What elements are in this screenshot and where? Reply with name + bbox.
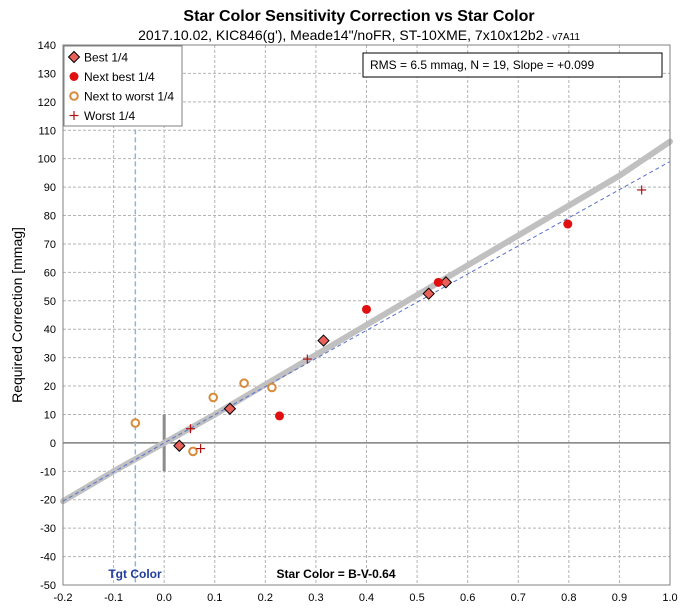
y-tick-label: 10 xyxy=(44,409,56,421)
stats-text: RMS = 6.5 mmag, N = 19, Slope = +0.099 xyxy=(370,58,594,72)
x-tick-label: 0.1 xyxy=(207,592,222,604)
legend-label-2: Next best 1/4 xyxy=(84,70,155,84)
data-point-series-2 xyxy=(362,304,371,314)
y-tick-label: 60 xyxy=(44,267,56,279)
data-point-series-1 xyxy=(223,402,237,415)
data-point-series-4 xyxy=(185,424,195,434)
y-tick-label: 70 xyxy=(44,239,56,251)
y-tick-label: 120 xyxy=(38,97,56,109)
chart-title: Star Color Sensitivity Correction vs Sta… xyxy=(183,8,534,25)
data-point-series-2 xyxy=(433,277,443,287)
subtitle-text: 2017.10.02, KIC846(g'), Meade14"/noFR, S… xyxy=(138,27,544,43)
x-tick-label: -0.1 xyxy=(104,592,123,604)
data-points xyxy=(130,185,647,457)
data-point-series-1 xyxy=(173,439,186,452)
version-tag: - v7A11 xyxy=(543,32,580,43)
data-point-series-4 xyxy=(637,185,647,195)
x-tick-label: -0.2 xyxy=(54,592,73,604)
legend-marker-4 xyxy=(69,111,79,120)
x-axis-caption: Star Color = B-V-0.64 xyxy=(276,567,395,581)
x-tick-label: 0.0 xyxy=(157,592,172,604)
y-tick-label: 110 xyxy=(38,125,56,137)
data-point-series-3 xyxy=(208,392,219,403)
y-axis-label: Required Correction [mmag] xyxy=(9,227,25,403)
y-tick-label: -10 xyxy=(40,466,56,478)
legend-box xyxy=(63,45,183,127)
x-tick-label: 0.6 xyxy=(460,592,475,604)
fit-line xyxy=(62,161,671,502)
legend-marker-3 xyxy=(69,91,79,101)
y-tick-label: 0 xyxy=(50,438,56,450)
data-point-series-3 xyxy=(130,418,141,428)
legend-label-4: Worst 1/4 xyxy=(84,109,135,123)
y-tick-label: 130 xyxy=(38,68,56,80)
x-tick-label: 0.7 xyxy=(511,592,526,604)
legend-marker-2 xyxy=(69,72,79,81)
x-tick-label: 0.5 xyxy=(409,592,424,604)
y-tick-label: -30 xyxy=(40,523,56,535)
y-tick-label: 30 xyxy=(44,353,56,365)
legend-marker-1 xyxy=(67,50,81,64)
legend-label-1: Best 1/4 xyxy=(84,51,128,65)
data-point-series-2 xyxy=(274,411,284,421)
x-tick-label: 0.8 xyxy=(561,592,576,604)
data-point-series-4 xyxy=(302,354,312,364)
data-point-series-2 xyxy=(563,219,573,229)
y-tick-label: 20 xyxy=(44,381,56,393)
x-axis-ticks: -0.2 -0.1 0.0 0.1 0.2 0.3 0.4 0.5 0.6 0.7 0.8 0.9 1.… xyxy=(54,592,678,604)
y-tick-label: 80 xyxy=(44,211,56,223)
data-point-series-4 xyxy=(196,444,206,454)
stats-frame xyxy=(362,52,663,78)
data-point-series-3 xyxy=(267,382,277,393)
chart-subtitle: 2017.10.02, KIC846(g'), Meade14"/noFR, S… xyxy=(138,27,580,43)
y-tick-label: 100 xyxy=(38,154,56,166)
data-point-series-1 xyxy=(422,287,435,300)
y-axis-ticks: -50 -40 -30 -20 -10 0 10 20 30 40 50 60 70 80 90 100 110… xyxy=(38,40,56,592)
stats-box: RMS = 6.5 mmag, N = 19, Slope = +0.099 xyxy=(362,52,663,78)
legend-label-3: Next to worst 1/4 xyxy=(84,90,174,104)
plot-frame xyxy=(62,44,671,586)
x-tick-label: 1.0 xyxy=(662,592,677,604)
y-tick-label: -50 xyxy=(40,580,56,592)
x-tick-label: 0.4 xyxy=(359,592,374,604)
x-tick-label: 0.3 xyxy=(308,592,323,604)
target-color-label: Tgt Color xyxy=(108,567,162,581)
fit-curve xyxy=(60,138,673,505)
x-tick-label: 0.9 xyxy=(612,592,627,604)
y-tick-label: 50 xyxy=(44,296,56,308)
y-tick-label: 40 xyxy=(44,324,56,336)
data-point-series-1 xyxy=(317,334,330,347)
data-point-series-3 xyxy=(188,446,198,457)
y-tick-label: -40 xyxy=(40,552,56,564)
data-point-series-3 xyxy=(239,378,249,389)
y-tick-label: 90 xyxy=(44,182,56,194)
y-tick-label: 140 xyxy=(38,40,56,52)
y-tick-label: -20 xyxy=(40,495,56,507)
legend: Best 1/4 Next best 1/4 Next to worst 1/4 Wo… xyxy=(63,45,183,127)
x-tick-label: 0.2 xyxy=(258,592,273,604)
